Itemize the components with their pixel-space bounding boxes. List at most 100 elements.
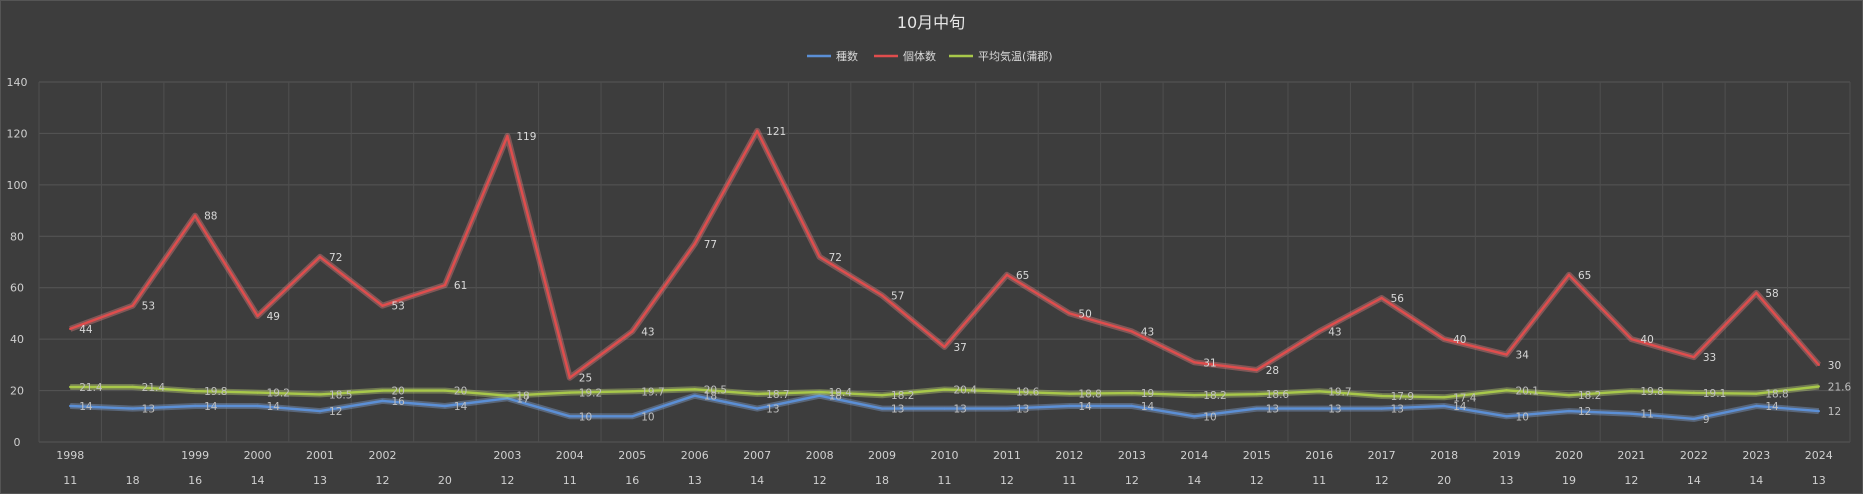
data-label: 10 xyxy=(579,411,592,423)
data-label: 43 xyxy=(1141,326,1154,338)
x-tick-label-sub: 11 xyxy=(1312,474,1326,487)
data-point xyxy=(1505,389,1508,392)
data-label: 18.7 xyxy=(766,389,789,401)
data-label: 25 xyxy=(579,373,592,385)
data-label: 18.8 xyxy=(1765,389,1788,401)
data-label: 13 xyxy=(954,404,967,416)
data-point xyxy=(443,283,447,287)
data-label: 20.5 xyxy=(704,384,727,396)
data-point xyxy=(631,330,634,333)
data-label: 19.1 xyxy=(1703,388,1726,400)
data-point xyxy=(443,389,447,392)
data-label: 33 xyxy=(1703,352,1716,364)
data-label: 17.9 xyxy=(1391,391,1414,403)
data-label: 20.1 xyxy=(1516,385,1539,397)
data-label: 14 xyxy=(204,401,218,413)
data-point xyxy=(755,129,759,133)
legend-label: 種数 xyxy=(836,49,858,63)
data-label: 61 xyxy=(454,280,467,292)
data-point xyxy=(506,134,509,138)
data-label: 17.4 xyxy=(1453,392,1477,404)
data-point xyxy=(1380,407,1383,410)
data-label: 14 xyxy=(79,401,93,413)
data-point xyxy=(818,390,821,394)
x-tick-label-sub: 12 xyxy=(1000,474,1014,487)
x-tick-label-sub: 19 xyxy=(1562,474,1576,487)
data-point xyxy=(818,394,821,397)
data-label: 13 xyxy=(1266,404,1279,416)
data-point xyxy=(1005,390,1009,393)
data-point xyxy=(1193,361,1196,364)
data-point xyxy=(256,391,259,394)
data-point xyxy=(1005,407,1009,410)
data-label: 18.2 xyxy=(1578,390,1601,402)
data-point xyxy=(1567,394,1571,397)
data-label: 20 xyxy=(454,386,467,398)
data-label: 43 xyxy=(641,326,654,338)
data-point xyxy=(818,255,821,259)
x-tick-label-year: 2024 xyxy=(1805,449,1833,462)
data-point xyxy=(69,327,72,331)
y-tick-label: 0 xyxy=(14,436,21,449)
data-labels: 14 13 14 14 12 16 14 17 10 10 18 13 18 13 13 13 14 14 10 13… xyxy=(79,126,1851,426)
x-tick-label-sub: 12 xyxy=(1125,474,1139,487)
data-point xyxy=(1755,392,1758,395)
data-point xyxy=(568,415,572,418)
data-point xyxy=(1817,409,1820,413)
data-label: 19.7 xyxy=(1328,386,1351,398)
x-tick-label-year: 2006 xyxy=(681,449,709,462)
x-tick-label-year: 2004 xyxy=(556,449,584,462)
chart-title: 10月中旬 xyxy=(897,13,965,32)
data-point xyxy=(193,214,197,217)
x-tick-label-year: 2023 xyxy=(1742,449,1770,462)
x-tick-label-sub: 14 xyxy=(1687,474,1701,487)
data-point xyxy=(318,409,322,413)
data-label: 72 xyxy=(329,252,342,264)
x-tick-label-sub: 11 xyxy=(563,474,577,487)
data-point xyxy=(1442,396,1446,399)
x-tick-label-year: 2015 xyxy=(1243,449,1271,462)
data-point xyxy=(1255,407,1258,410)
x-tick-label-sub: 13 xyxy=(688,474,702,487)
x-tick-label-sub: 18 xyxy=(875,474,889,487)
data-label: 20 xyxy=(391,386,404,398)
data-label: 44 xyxy=(79,324,93,336)
data-label: 18.2 xyxy=(1203,390,1226,402)
data-point xyxy=(193,389,197,393)
data-point xyxy=(193,404,197,408)
data-point xyxy=(1630,337,1633,341)
x-tick-label-year: 2009 xyxy=(868,449,896,462)
data-label: 16 xyxy=(391,396,405,408)
data-label: 50 xyxy=(1078,308,1091,320)
data-label: 30 xyxy=(1828,360,1841,372)
data-label: 57 xyxy=(891,290,904,302)
data-point xyxy=(1068,392,1071,395)
x-tick-label-sub: 12 xyxy=(1250,474,1264,487)
data-label: 19.6 xyxy=(1016,387,1040,399)
data-point xyxy=(1692,417,1696,421)
data-label: 88 xyxy=(204,211,217,223)
x-tick-label-sub: 11 xyxy=(63,474,77,487)
y-tick-label: 60 xyxy=(10,282,24,295)
x-tick-label-year: 2011 xyxy=(993,449,1021,462)
data-point xyxy=(318,393,322,396)
data-label: 121 xyxy=(766,126,786,138)
data-label: 21.4 xyxy=(79,382,103,394)
data-point xyxy=(568,391,572,394)
x-tick-label-year: 2003 xyxy=(493,449,521,462)
data-label: 19.4 xyxy=(829,387,853,399)
data-point xyxy=(1317,390,1321,393)
data-label: 19.8 xyxy=(204,386,227,398)
x-tick-label-sub: 11 xyxy=(938,474,952,487)
data-point xyxy=(693,388,696,391)
x-tick-label-sub: 13 xyxy=(1500,474,1514,487)
data-label: 77 xyxy=(704,239,717,251)
data-point xyxy=(381,304,384,307)
data-point xyxy=(1130,391,1134,395)
data-point xyxy=(1317,407,1321,410)
x-tick-label-year: 2008 xyxy=(806,449,834,462)
x-tick-label-sub: 12 xyxy=(500,474,514,487)
data-label: 21.6 xyxy=(1828,381,1852,393)
data-label: 13 xyxy=(891,404,904,416)
data-label: 21.4 xyxy=(142,382,166,394)
